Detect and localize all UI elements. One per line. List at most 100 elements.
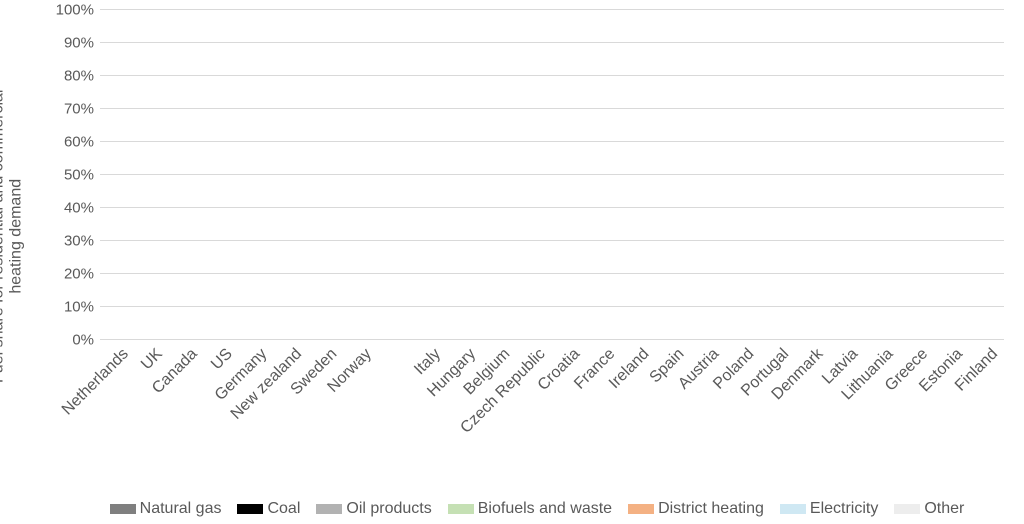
legend-item-electricity: Electricity: [780, 500, 878, 518]
bar-slot: [204, 10, 239, 340]
gridline: [100, 42, 1004, 43]
category-label: US: [208, 345, 236, 373]
legend-label: Oil products: [346, 500, 431, 518]
bar-slot: [587, 10, 622, 340]
gridline: [100, 108, 1004, 109]
bar-slot: [100, 10, 135, 340]
xlabel-slot: Spain: [656, 344, 691, 484]
legend-label: Natural gas: [140, 500, 222, 518]
legend-label: Biofuels and waste: [478, 500, 612, 518]
xlabel-slot: Poland: [726, 344, 761, 484]
legend-swatch: [894, 504, 920, 514]
xlabel-slot: Norway: [343, 344, 378, 484]
xlabel-slot: Greece: [900, 344, 935, 484]
bar-slot: [761, 10, 796, 340]
bar-slot: [830, 10, 865, 340]
y-axis-label-line2: heating demand: [8, 179, 25, 294]
gridline: [100, 339, 1004, 340]
bar-slot: [239, 10, 274, 340]
gridline: [100, 75, 1004, 76]
bars-container: [100, 10, 1004, 340]
legend-label: Coal: [267, 500, 300, 518]
xlabel-slot: Canada: [170, 344, 205, 484]
xlabel-slot: Ireland: [621, 344, 656, 484]
legend-swatch: [628, 504, 654, 514]
bar-slot: [343, 10, 378, 340]
ytick-label: 30%: [64, 233, 100, 250]
bar-slot: [726, 10, 761, 340]
x-axis-labels: NetherlandsUKCanadaUSGermanyNew zealandS…: [100, 344, 1004, 484]
bar-gap: [378, 10, 413, 340]
plot-area: 0%10%20%30%40%50%60%70%80%90%100%: [100, 10, 1004, 340]
ytick-label: 0%: [72, 332, 100, 349]
bar-slot: [413, 10, 448, 340]
bar-slot: [517, 10, 552, 340]
legend-label: Other: [924, 500, 964, 518]
xlabel-slot: Latvia: [830, 344, 865, 484]
xlabel-slot: Sweden: [309, 344, 344, 484]
ytick-label: 60%: [64, 134, 100, 151]
y-axis-label-line1: Fuel share for residential and commercia…: [0, 90, 7, 383]
xlabel-slot: Portugal: [761, 344, 796, 484]
gridline: [100, 240, 1004, 241]
category-label: Netherlands: [58, 345, 132, 419]
bar-slot: [135, 10, 170, 340]
legend-label: District heating: [658, 500, 764, 518]
legend-item-other: Other: [894, 500, 964, 518]
xlabel-slot: Italy: [413, 344, 448, 484]
bar-slot: [552, 10, 587, 340]
gridline: [100, 9, 1004, 10]
bar-slot: [170, 10, 205, 340]
gridline: [100, 207, 1004, 208]
legend-item-natural-gas: Natural gas: [110, 500, 222, 518]
legend-swatch: [316, 504, 342, 514]
ytick-label: 70%: [64, 101, 100, 118]
xlabel-slot: New zealand: [274, 344, 309, 484]
gridline: [100, 273, 1004, 274]
bar-slot: [482, 10, 517, 340]
xlabel-slot: Croatia: [552, 344, 587, 484]
ytick-label: 20%: [64, 266, 100, 283]
bar-slot: [621, 10, 656, 340]
gridline: [100, 141, 1004, 142]
xlabel-slot: Lithuania: [865, 344, 900, 484]
legend-item-district-heating: District heating: [628, 500, 764, 518]
ytick-label: 50%: [64, 167, 100, 184]
bar-slot: [309, 10, 344, 340]
bar-slot: [656, 10, 691, 340]
bar-slot: [969, 10, 1004, 340]
bar-slot: [934, 10, 969, 340]
xlabel-slot: Denmark: [795, 344, 830, 484]
xlabel-slot: Finland: [969, 344, 1004, 484]
ytick-label: 90%: [64, 35, 100, 52]
bar-slot: [691, 10, 726, 340]
legend-swatch: [448, 504, 474, 514]
legend-swatch: [110, 504, 136, 514]
xlabel-slot: France: [587, 344, 622, 484]
legend-item-oil-products: Oil products: [316, 500, 431, 518]
ytick-label: 10%: [64, 299, 100, 316]
legend-item-biofuels-waste: Biofuels and waste: [448, 500, 612, 518]
bar-slot: [448, 10, 483, 340]
legend-item-coal: Coal: [237, 500, 300, 518]
bar-slot: [274, 10, 309, 340]
xlabel-slot: [378, 344, 413, 484]
bar-slot: [795, 10, 830, 340]
xlabel-slot: Czech Republic: [517, 344, 552, 484]
fuel-share-chart: Fuel share for residential and commercia…: [0, 0, 1024, 524]
bar-slot: [900, 10, 935, 340]
legend-label: Electricity: [810, 500, 878, 518]
xlabel-slot: Estonia: [934, 344, 969, 484]
xlabel-slot: Austria: [691, 344, 726, 484]
y-axis-label: Fuel share for residential and commercia…: [0, 90, 26, 383]
xlabel-slot: UK: [135, 344, 170, 484]
gridline: [100, 174, 1004, 175]
legend-swatch: [237, 504, 263, 514]
bar-slot: [865, 10, 900, 340]
ytick-label: 40%: [64, 200, 100, 217]
gridline: [100, 306, 1004, 307]
ytick-label: 80%: [64, 68, 100, 85]
xlabel-slot: Netherlands: [100, 344, 135, 484]
legend: Natural gas Coal Oil products Biofuels and …: [70, 500, 1004, 518]
ytick-label: 100%: [56, 2, 100, 19]
